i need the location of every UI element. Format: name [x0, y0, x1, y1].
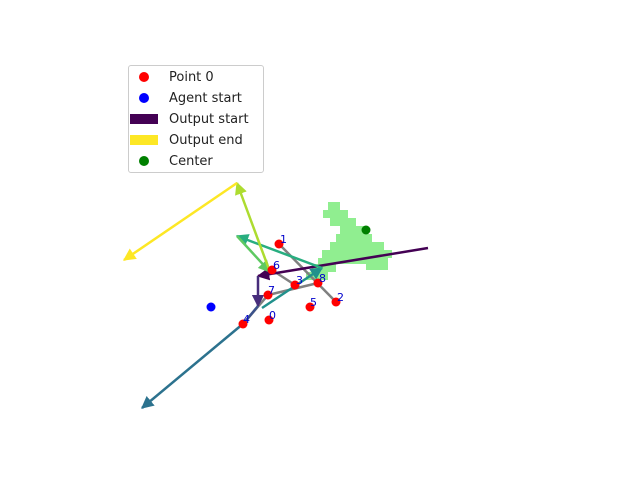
point-label-0: 0 [269, 309, 276, 322]
target-region [306, 202, 392, 280]
legend-item-output-start: Output start [129, 109, 249, 129]
legend-item-center: Center [129, 151, 213, 171]
trajectory-arrow-9 [122, 181, 238, 262]
point-5 [305, 302, 315, 312]
green-dot-icon [139, 156, 149, 166]
region-cell [330, 218, 356, 226]
point-label-6: 6 [273, 259, 280, 272]
region-cell [340, 226, 364, 234]
region-cell [330, 242, 384, 250]
point-label-1: 1 [280, 233, 287, 246]
connector-line [278, 243, 337, 303]
legend-label: Point 0 [169, 69, 214, 85]
point-7 [263, 290, 273, 300]
trajectory-arrow-1 [256, 246, 429, 281]
point-label-8: 8 [319, 272, 326, 285]
point-label-5: 5 [310, 296, 317, 309]
trajectory-arrow-8 [235, 181, 272, 273]
trajectory-arrow-3 [243, 305, 259, 324]
trajectory-arrow-6 [235, 234, 323, 270]
point-8 [313, 278, 323, 288]
region-cell [312, 264, 336, 272]
legend: Point 0 Agent start Output start Output … [128, 65, 264, 173]
point-label-2: 2 [337, 291, 344, 304]
agent-start-marker [206, 302, 216, 312]
region-cell [366, 264, 388, 270]
purple-bar-icon [130, 114, 158, 124]
red-dot-icon [139, 72, 149, 82]
legend-item-output-end: Output end [129, 130, 243, 150]
point-label-7: 7 [268, 284, 275, 297]
point-0 [264, 315, 274, 325]
region-cell [328, 202, 340, 210]
yellow-bar-icon [130, 135, 158, 145]
legend-label: Agent start [169, 90, 242, 106]
output-trajectory [122, 181, 429, 409]
point-label-3: 3 [296, 274, 303, 287]
point-label-4: 4 [243, 313, 250, 326]
trajectory-arrow-7 [236, 235, 271, 273]
region-cell [323, 210, 348, 218]
legend-label: Output end [169, 132, 243, 148]
trajectory-arrow-4 [141, 322, 245, 409]
legend-label: Center [169, 153, 213, 169]
region-cell [322, 250, 392, 258]
center-marker [361, 225, 371, 235]
points [238, 239, 341, 329]
point-1 [274, 239, 284, 249]
point-4 [238, 319, 248, 329]
blue-dot-icon [139, 93, 149, 103]
point-3 [290, 280, 300, 290]
point-6 [267, 265, 277, 275]
legend-label: Output start [169, 111, 249, 127]
legend-item-point0: Point 0 [129, 67, 214, 87]
legend-item-agent-start: Agent start [129, 88, 242, 108]
region-cell [336, 234, 372, 242]
point-2 [331, 297, 341, 307]
point-labels: 0 1 2 3 4 5 6 7 8 [243, 233, 344, 326]
